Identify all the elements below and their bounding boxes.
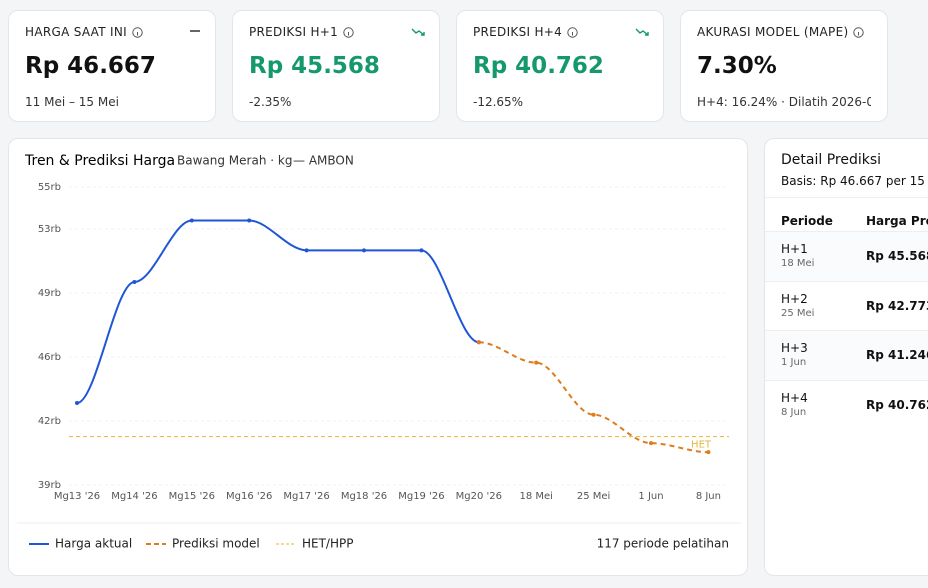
cell-date: 25 Mei: [781, 307, 815, 319]
x-tick-label: Mg13 '26: [54, 491, 100, 502]
info-icon: [853, 26, 865, 38]
cell-period: H+1: [781, 242, 808, 256]
kpi-value: Rp 40.762: [473, 53, 604, 79]
chart: Tren & Prediksi Harga Bawang Merah · kg …: [17, 153, 741, 551]
kpi-label: PREDIKSI H+1: [249, 25, 339, 39]
x-tick-label: Mg17 '26: [283, 491, 329, 502]
y-tick-label: 42rb: [38, 416, 61, 427]
column-header: Harga Prediksi: [866, 214, 928, 228]
legend-label: Harga aktual: [55, 537, 132, 551]
table-row: H+1 18 Mei Rp 45.568: [765, 231, 928, 281]
cell-date: 1 Jun: [781, 357, 807, 368]
x-tick-label: 8 Jun: [696, 491, 721, 502]
table-row: H+2 25 Mei Rp 42.773: [765, 280, 928, 331]
kpi-card: PREDIKSI H+1 Rp 45.568 -2.35%: [232, 10, 440, 122]
cell-price: Rp 41.246: [866, 348, 928, 362]
y-tick-label: 49rb: [38, 288, 61, 299]
kpi-sub: H+4: 16.24% · Dilatih 2026-0…: [697, 95, 871, 109]
x-tick-label: Mg19 '26: [398, 491, 444, 502]
point: [304, 248, 309, 253]
cell-price: Rp 42.773: [866, 298, 928, 313]
info-icon: [567, 26, 578, 38]
point: [419, 248, 424, 253]
legend-label: HET/HPP: [302, 537, 353, 551]
cell-price: Rp 45.568: [866, 249, 928, 263]
kpi-sub: -2.35%: [249, 95, 292, 109]
point: [591, 412, 596, 417]
kpi-card: HARGA SAAT INI Rp 46.667 11 Mei – 15 Mei: [8, 10, 216, 122]
column-header: Periode: [781, 214, 833, 228]
cell-date: 8 Jun: [781, 406, 807, 418]
x-tick-label: Mg15 '26: [169, 491, 215, 502]
kpi-card: PREDIKSI H+4 Rp 40.762 -12.65%: [456, 10, 664, 122]
info-icon: [132, 26, 143, 38]
series-line: [478, 341, 709, 454]
kpi-value: Rp 46.667: [25, 53, 156, 79]
kpi-label: HARGA SAAT INI: [25, 25, 127, 39]
x-tick-label: Mg16 '26: [226, 491, 272, 502]
cell-period: H+4: [781, 390, 808, 405]
x-tick-label: 18 Mei: [519, 491, 552, 502]
cell-period: H+2: [781, 291, 808, 306]
reference-label: HET: [691, 440, 712, 451]
chart-note: 117 periode pelatihan: [597, 537, 729, 551]
point: [649, 441, 653, 446]
chart-region: — AMBON: [293, 154, 354, 168]
detail-basis: Basis: Rp 46.667 per 15 Mei: [781, 174, 928, 188]
y-tick-label: 46rb: [38, 352, 61, 363]
chart-card: Tren & Prediksi Harga Bawang Merah · kg …: [8, 138, 748, 576]
kpi-sub: -12.65%: [473, 95, 524, 109]
point: [247, 218, 252, 223]
cell-price: Rp 40.762: [866, 397, 928, 412]
cell-period: H+3: [781, 341, 808, 355]
y-tick-label: 39rb: [38, 480, 61, 491]
y-tick-label: 53rb: [38, 224, 61, 235]
legend-label: Prediksi model: [172, 537, 260, 551]
point: [189, 218, 194, 223]
x-tick-label: 25 Mei: [577, 491, 610, 502]
kpi-sub: 11 Mei – 15 Mei: [25, 95, 119, 109]
point: [75, 401, 79, 406]
y-tick-label: 55rb: [38, 182, 61, 193]
flat-icon: [190, 30, 200, 32]
kpi-value: Rp 45.568: [249, 53, 380, 79]
point: [132, 279, 137, 284]
kpi-label: PREDIKSI H+4: [473, 25, 563, 39]
detail-card: Detail Prediksi Basis: Rp 46.667 per 15 …: [764, 138, 928, 576]
trend-down-icon: [635, 28, 649, 36]
x-tick-label: Mg18 '26: [341, 491, 387, 502]
kpi-value: 7.30%: [697, 53, 777, 79]
chart-subtitle: Bawang Merah · kg: [177, 154, 292, 168]
x-tick-label: Mg20 '26: [456, 491, 502, 502]
series-line: [76, 219, 480, 405]
info-icon: [343, 26, 354, 38]
table-row: H+4 8 Jun Rp 40.762: [765, 379, 928, 430]
x-tick-label: 1 Jun: [638, 491, 663, 502]
kpi-card: AKURASI MODEL (MAPE) 7.30% H+4: 16.24% ·…: [680, 10, 888, 122]
point: [534, 360, 539, 365]
point: [362, 248, 366, 253]
chart-title: Tren & Prediksi Harga: [24, 153, 175, 169]
x-tick-label: Mg14 '26: [111, 491, 157, 502]
cell-date: 18 Mei: [781, 258, 815, 269]
trend-down-icon: [411, 28, 425, 36]
kpi-label: AKURASI MODEL (MAPE): [697, 25, 849, 39]
table-row: H+3 1 Jun Rp 41.246: [765, 330, 928, 380]
detail-title: Detail Prediksi: [781, 152, 882, 168]
point: [706, 450, 711, 455]
point: [476, 340, 481, 345]
